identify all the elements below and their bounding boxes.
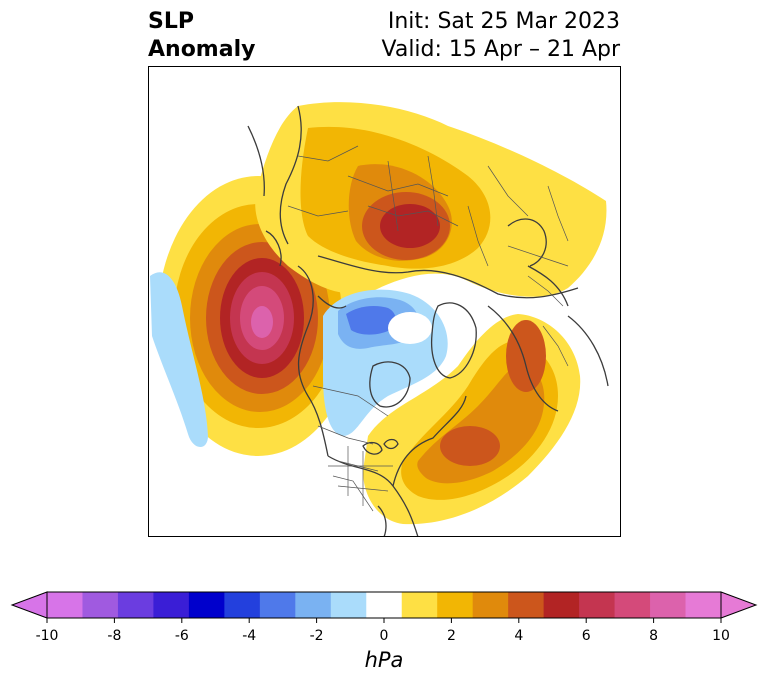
title-line-1: SLP <box>148 9 194 34</box>
slp-anomaly-map <box>148 66 621 537</box>
valid-range-label: Valid: 15 Apr – 21 Apr <box>381 37 621 62</box>
colorbar-segment <box>224 592 261 618</box>
colorbar-segment <box>685 592 722 618</box>
colorbar-tick-label: -6 <box>175 628 189 644</box>
colorbar-segment <box>295 592 332 618</box>
colorbar-segment <box>117 592 154 618</box>
colorbar-segment <box>401 592 438 618</box>
arctic-low-anomaly <box>323 289 448 436</box>
map-subtitle: Init: Sat 25 Mar 2023 Valid: 15 Apr – 21… <box>382 8 621 64</box>
colorbar-under-triangle <box>10 591 48 619</box>
colorbar-segments <box>47 592 722 618</box>
map-frame <box>148 66 621 537</box>
colorbar-tick-label: -10 <box>36 628 59 644</box>
country-borders <box>287 145 569 512</box>
colorbar-segment <box>259 592 296 618</box>
colorbar-tick-label: -8 <box>107 628 121 644</box>
colorbar-segment <box>614 592 651 618</box>
colorbar-segment <box>437 592 474 618</box>
colorbar-over-triangle <box>720 591 758 619</box>
colorbar-segment <box>650 592 687 618</box>
title-line-2: Anomaly <box>148 37 256 62</box>
colorbar-segment <box>579 592 616 618</box>
colorbar-tick-label: 8 <box>649 628 658 644</box>
colorbar-segment <box>543 592 580 618</box>
colorbar-tick-label: 0 <box>380 628 389 644</box>
colorbar-segment <box>472 592 509 618</box>
colorbar-segment <box>188 592 225 618</box>
init-date-label: Init: Sat 25 Mar 2023 <box>387 9 620 34</box>
colorbar-tick-label: -4 <box>242 628 256 644</box>
colorbar-segment <box>366 592 403 618</box>
atlantic-high-anomaly <box>363 314 581 525</box>
eurasia-high-anomaly <box>255 102 607 297</box>
colorbar-tick-label: 6 <box>582 628 591 644</box>
colorbar-segment <box>153 592 190 618</box>
colorbar-ticks: -10 -8 -6 -4 -2 0 2 4 6 8 10 <box>36 618 730 644</box>
map-title: SLP Anomaly <box>148 8 255 64</box>
colorbar-segment <box>330 592 367 618</box>
colorbar-segment <box>47 592 83 618</box>
colorbar-segment <box>508 592 545 618</box>
colorbar-tick-label: 4 <box>514 628 523 644</box>
colorbar-tick-label: -2 <box>310 628 324 644</box>
colorbar-tick-label: 2 <box>447 628 456 644</box>
colorbar-segment <box>82 592 119 618</box>
colorbar: -10 -8 -6 -4 -2 0 2 4 6 8 10 <box>10 591 758 644</box>
coastlines <box>247 105 609 537</box>
colorbar-tick-label: 10 <box>712 628 730 644</box>
colorbar-unit-label: hPa <box>364 648 404 672</box>
pacific-low-anomaly <box>150 272 208 448</box>
